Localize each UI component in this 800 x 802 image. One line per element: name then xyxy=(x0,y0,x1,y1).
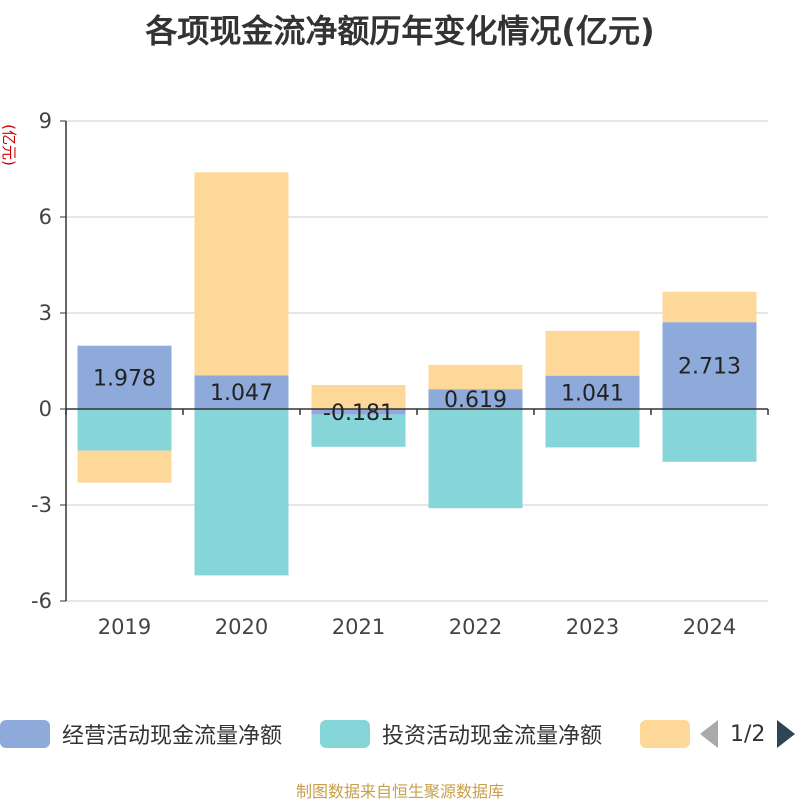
legend-item-financing[interactable] xyxy=(640,716,702,752)
legend-item-investing[interactable]: 投资活动现金流量净额 xyxy=(320,716,602,752)
chart-title: 各项现金流净额历年变化情况(亿元) xyxy=(145,12,655,50)
data-label: 1.047 xyxy=(210,381,273,406)
data-label: 0.619 xyxy=(444,388,507,413)
bar-investing xyxy=(545,409,640,448)
bar-financing xyxy=(311,385,406,409)
bar-operating xyxy=(662,322,757,409)
bar-financing xyxy=(194,172,289,376)
y-tick-label: 0 xyxy=(39,397,52,421)
data-label: 1.978 xyxy=(93,366,156,391)
bar-operating xyxy=(77,345,172,409)
y-axis-unit-label: (亿元) xyxy=(0,124,18,166)
bar-financing xyxy=(428,364,523,390)
y-tick-label: -3 xyxy=(31,493,52,517)
bar-operating xyxy=(545,375,640,409)
data-label: 1.041 xyxy=(561,381,624,406)
x-tick-label: 2021 xyxy=(332,615,385,639)
y-tick-label: -6 xyxy=(31,589,52,613)
bar-investing xyxy=(662,409,757,462)
x-tick-label: 2022 xyxy=(449,615,502,639)
data-source-note: 制图数据来自恒生聚源数据库 xyxy=(295,782,504,801)
legend-label-investing: 投资活动现金流量净额 xyxy=(382,724,603,749)
legend-swatch-investing xyxy=(320,720,370,748)
bar-investing xyxy=(77,409,172,451)
bar-financing xyxy=(662,291,757,323)
x-tick-label: 2020 xyxy=(215,615,268,639)
bar-investing xyxy=(194,409,289,576)
bar-operating xyxy=(428,389,523,409)
bar-operating xyxy=(194,375,289,409)
legend-page-indicator: 1/2 xyxy=(730,721,766,747)
bar-financing xyxy=(77,450,172,483)
legend-label-operating: 经营活动现金流量净额 xyxy=(62,724,283,749)
y-tick-label: 3 xyxy=(39,301,52,325)
chevron-right-icon[interactable] xyxy=(777,720,796,748)
bar-financing xyxy=(545,330,640,376)
legend: 经营活动现金流量净额 投资活动现金流量净额 1/2 xyxy=(0,716,800,752)
bar-investing xyxy=(311,414,406,447)
chevron-left-icon[interactable] xyxy=(700,720,718,748)
x-tick-label: 2024 xyxy=(683,615,736,639)
bar-operating xyxy=(311,409,406,415)
legend-swatch-operating xyxy=(0,720,50,748)
bar-investing xyxy=(428,409,523,509)
data-label: 2.713 xyxy=(678,355,741,380)
legend-pager: 1/2 xyxy=(700,716,796,752)
legend-swatch-financing xyxy=(640,720,690,748)
legend-item-operating[interactable]: 经营活动现金流量净额 xyxy=(0,716,282,752)
data-label: -0.181 xyxy=(323,401,394,426)
x-tick-label: 2019 xyxy=(98,615,151,639)
y-tick-label: 6 xyxy=(39,205,52,229)
y-tick-label: 9 xyxy=(39,109,52,133)
x-tick-label: 2023 xyxy=(566,615,619,639)
